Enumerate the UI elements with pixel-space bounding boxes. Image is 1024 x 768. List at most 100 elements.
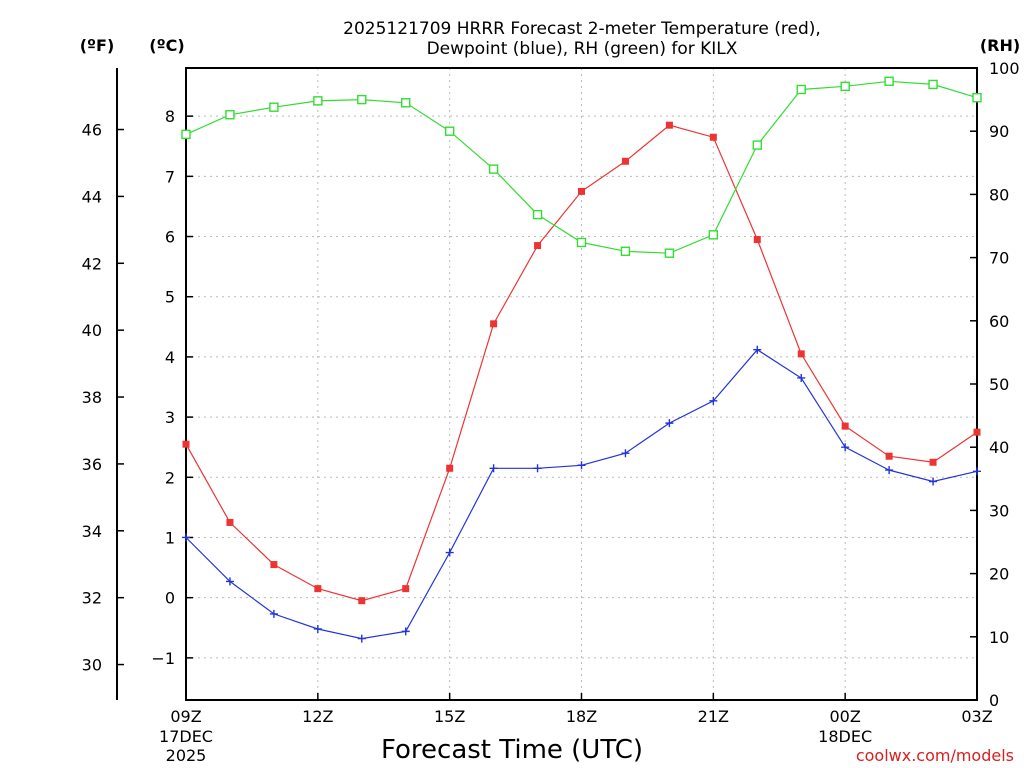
dewpoint-point: [929, 477, 938, 486]
rh-point: [532, 209, 543, 220]
rh-tick-label: 10: [989, 628, 1009, 647]
rh-point: [620, 246, 631, 256]
fahrenheit-tick-label: 38: [82, 388, 102, 407]
rh-tick-label: 50: [989, 375, 1009, 394]
rh-point: [884, 76, 894, 86]
celsius-tick-label: 7: [165, 167, 175, 186]
fahrenheit-tick-label: 34: [82, 522, 102, 541]
x-tick-year-label: 2025: [166, 746, 207, 765]
temperature-point: [665, 121, 673, 129]
x-tick-label: 15Z: [434, 707, 465, 726]
celsius-tick-label: 1: [165, 528, 175, 547]
rh-point: [664, 248, 675, 258]
x-tick-label: 09Z: [170, 707, 201, 726]
tick-labels: 303234363840424446−101234567801020304050…: [82, 59, 1020, 765]
dewpoint-point: [973, 467, 981, 476]
temperature-point: [753, 236, 761, 244]
x-tick-label: 12Z: [302, 707, 333, 726]
celsius-tick-label: 6: [165, 228, 175, 247]
dewpoint-point: [313, 624, 322, 633]
x-tick-label: 03Z: [961, 707, 992, 726]
rh-point: [269, 102, 279, 112]
dewpoint-point: [225, 577, 234, 586]
temperature-point: [270, 561, 278, 569]
temperature-point: [578, 187, 585, 195]
dewpoint-point: [797, 373, 806, 382]
temperature-point: [929, 458, 937, 466]
dewpoint-point: [489, 464, 498, 473]
dewpoint-point: [665, 419, 674, 428]
dewpoint-series: [182, 345, 981, 643]
rh-tick-label: 40: [989, 438, 1009, 457]
fahrenheit-tick-label: 30: [82, 656, 102, 675]
credit-text: coolwx.com/models: [856, 746, 1014, 765]
rh-tick-label: 30: [989, 501, 1009, 520]
temperature-point: [709, 133, 717, 141]
axes: [116, 67, 978, 701]
celsius-tick-label: 5: [165, 288, 175, 307]
temperature-point: [973, 428, 981, 436]
temperature-point: [621, 157, 629, 165]
rh-point: [401, 98, 411, 108]
gridlines: [185, 68, 978, 700]
celsius-tick-label: 3: [165, 408, 175, 427]
rh-line: [185, 80, 978, 254]
rh-point: [225, 110, 235, 120]
dewpoint-point: [621, 449, 630, 458]
fahrenheit-tick-label: 42: [82, 254, 102, 273]
fahrenheit-tick-label: 44: [82, 187, 102, 206]
dewpoint-point: [401, 627, 410, 636]
temperature-point: [182, 440, 190, 448]
celsius-tick-label: 2: [165, 468, 175, 487]
temperature-series: [182, 121, 981, 605]
x-axis-title: Forecast Time (UTC): [381, 735, 643, 765]
x-tick-date-label: 18DEC: [818, 727, 872, 746]
celsius-tick-label: 8: [165, 107, 175, 126]
x-tick-date-label: 17DEC: [159, 727, 213, 746]
rh-tick-label: 70: [989, 249, 1009, 268]
dewpoint-point: [182, 533, 190, 542]
temperature-point: [358, 597, 366, 605]
rh-tick-label: 80: [989, 185, 1009, 204]
dewpoint-point: [709, 396, 718, 405]
data-series: [181, 76, 982, 643]
rh-point: [313, 96, 323, 106]
rh-tick-label: 0: [989, 691, 999, 710]
rh-point: [444, 126, 455, 136]
temperature-point: [402, 585, 410, 593]
rh-point: [181, 129, 191, 140]
rh-point: [928, 79, 938, 90]
rh-point: [752, 140, 762, 150]
rh-tick-label: 20: [989, 565, 1009, 584]
rh-tick-label: 100: [989, 59, 1020, 78]
dewpoint-point: [841, 443, 850, 452]
x-tick-label: 00Z: [830, 707, 861, 726]
dewpoint-point: [885, 466, 894, 475]
dewpoint-point: [533, 464, 542, 473]
rh-series: [181, 76, 982, 258]
rh-point: [576, 237, 587, 248]
temperature-point: [841, 422, 849, 430]
fahrenheit-tick-label: 32: [82, 589, 102, 608]
fahrenheit-tick-label: 36: [82, 455, 102, 474]
chart-title-line-2: Dewpoint (blue), RH (green) for KILX: [427, 39, 738, 59]
rh-tick-label: 60: [989, 312, 1009, 331]
celsius-tick-label: 4: [165, 348, 175, 367]
dewpoint-point: [753, 345, 762, 354]
temperature-point: [490, 320, 498, 328]
x-tick-label: 21Z: [698, 707, 729, 726]
rh-point: [357, 94, 367, 105]
rh-point: [972, 93, 982, 103]
dewpoint-point: [577, 461, 586, 470]
temperature-point: [446, 464, 454, 472]
celsius-tick-label: 0: [165, 589, 175, 608]
fahrenheit-tick-label: 40: [82, 321, 102, 340]
rh-point: [796, 84, 806, 95]
temperature-point: [314, 585, 322, 593]
rh-point: [708, 230, 719, 240]
rh-unit-label: (RH): [980, 36, 1020, 55]
dewpoint-point: [269, 609, 278, 618]
fahrenheit-unit-label: (ºF): [80, 36, 115, 55]
x-tick-label: 18Z: [566, 707, 597, 726]
